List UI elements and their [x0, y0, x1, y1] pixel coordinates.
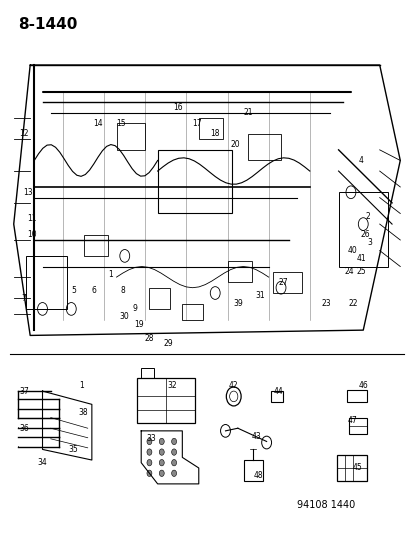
Circle shape — [171, 470, 176, 477]
Circle shape — [159, 449, 164, 455]
Text: 14: 14 — [93, 119, 102, 128]
Text: 1: 1 — [108, 270, 112, 279]
Bar — [141, 368, 153, 378]
Text: 48: 48 — [253, 471, 263, 480]
Circle shape — [159, 459, 164, 466]
Bar — [198, 118, 223, 139]
Text: 13: 13 — [23, 188, 33, 197]
Text: 38: 38 — [78, 408, 88, 417]
Text: 28: 28 — [144, 334, 154, 343]
Text: 27: 27 — [278, 278, 287, 287]
Text: 31: 31 — [255, 291, 265, 300]
Text: 33: 33 — [146, 434, 156, 443]
Text: 7: 7 — [21, 294, 26, 303]
Text: 41: 41 — [356, 254, 365, 263]
Text: 20: 20 — [230, 140, 240, 149]
Circle shape — [159, 470, 164, 477]
Circle shape — [171, 449, 176, 455]
Text: 3: 3 — [366, 238, 371, 247]
Bar — [116, 123, 145, 150]
Text: 19: 19 — [134, 320, 144, 329]
Text: 11: 11 — [27, 214, 37, 223]
Text: 21: 21 — [243, 108, 252, 117]
Text: 30: 30 — [120, 312, 129, 321]
Text: 47: 47 — [347, 416, 357, 425]
Circle shape — [171, 459, 176, 466]
Bar — [336, 455, 366, 481]
Text: 24: 24 — [343, 268, 353, 276]
Text: 23: 23 — [320, 299, 330, 308]
Bar — [243, 460, 262, 481]
Text: 94108 1440: 94108 1440 — [297, 500, 355, 511]
Text: 25: 25 — [356, 268, 365, 276]
Bar — [346, 390, 366, 402]
Text: 36: 36 — [19, 424, 29, 433]
Text: 12: 12 — [19, 130, 28, 139]
Circle shape — [159, 438, 164, 445]
Text: 39: 39 — [233, 299, 242, 308]
Text: 42: 42 — [228, 381, 238, 390]
Circle shape — [147, 449, 152, 455]
Text: 18: 18 — [210, 130, 219, 139]
Circle shape — [147, 470, 152, 477]
Text: 9: 9 — [132, 304, 137, 313]
Bar — [26, 256, 67, 309]
Text: 6: 6 — [91, 286, 96, 295]
Bar — [348, 418, 366, 433]
Text: 43: 43 — [251, 432, 261, 441]
Text: 15: 15 — [116, 119, 125, 128]
Text: 32: 32 — [167, 381, 176, 390]
Text: 29: 29 — [163, 339, 172, 348]
Bar — [270, 391, 282, 402]
Bar — [272, 272, 301, 293]
Text: 16: 16 — [173, 103, 183, 112]
Circle shape — [147, 459, 152, 466]
Bar — [247, 134, 280, 160]
Bar — [149, 288, 170, 309]
Bar — [83, 235, 108, 256]
Text: 44: 44 — [273, 386, 283, 395]
Text: 2: 2 — [364, 212, 369, 221]
Text: 22: 22 — [347, 299, 357, 308]
Circle shape — [147, 438, 152, 445]
Circle shape — [171, 438, 176, 445]
Text: 35: 35 — [68, 445, 78, 454]
Bar — [137, 378, 194, 423]
Bar — [182, 304, 202, 319]
Text: 4: 4 — [358, 156, 363, 165]
Text: 34: 34 — [38, 458, 47, 467]
Bar — [227, 261, 252, 282]
Text: 8-1440: 8-1440 — [18, 17, 77, 33]
Text: 26: 26 — [360, 230, 369, 239]
Text: 5: 5 — [71, 286, 76, 295]
Text: 8: 8 — [120, 286, 125, 295]
Bar — [338, 192, 387, 266]
Text: 46: 46 — [358, 381, 367, 390]
Text: 37: 37 — [19, 386, 29, 395]
Text: 10: 10 — [27, 230, 37, 239]
Text: 17: 17 — [192, 119, 201, 128]
Text: 1: 1 — [79, 381, 84, 390]
Text: 40: 40 — [347, 246, 357, 255]
Bar — [157, 150, 231, 214]
Text: 45: 45 — [351, 464, 361, 472]
